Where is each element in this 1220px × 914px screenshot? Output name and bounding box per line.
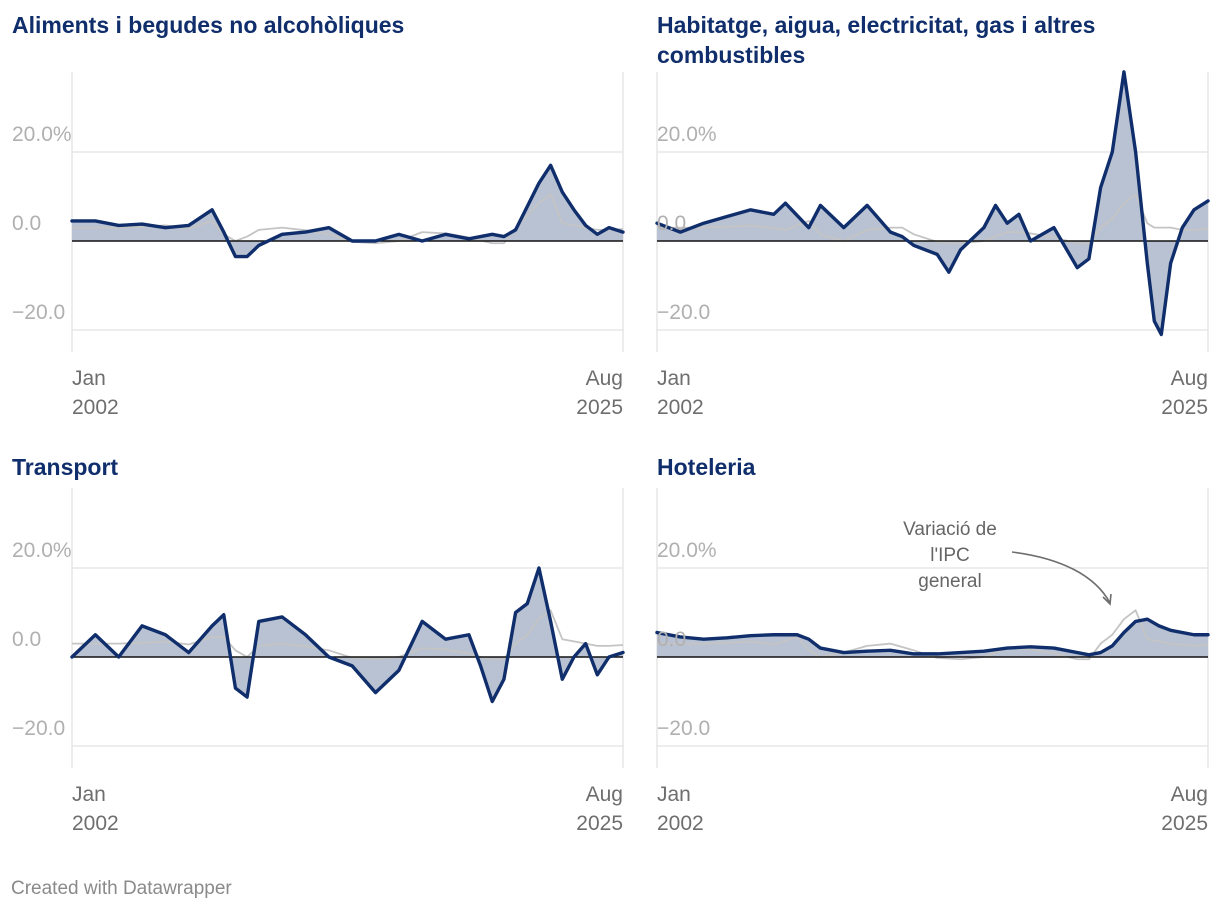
reference-series-line [657, 609, 1209, 661]
series-line [655, 617, 1210, 657]
series-area [72, 568, 623, 702]
panel-title: Transport [12, 454, 119, 480]
x-tick-label-start: Jan 2002 [657, 783, 704, 835]
y-tick-label: 0.0 [657, 628, 687, 651]
y-tick-label: 20.0% [657, 123, 717, 146]
x-tick-label-start: Jan 2002 [72, 783, 119, 835]
annotation-line: Variació de [903, 519, 997, 540]
y-tick-label: 0.0 [657, 212, 687, 235]
x-tick-label-end: Aug 2025 [576, 367, 623, 419]
series-line [70, 566, 625, 704]
x-tick-label-start: Jan 2002 [72, 367, 119, 419]
y-tick-label: 0.0 [12, 212, 42, 235]
cpi-annotation: Variació de l'IPC general [870, 517, 1030, 595]
x-tick-label-end: Aug 2025 [1161, 783, 1208, 835]
series-area [72, 165, 623, 257]
y-tick-label: −20.0 [657, 717, 711, 740]
x-tick-label-end: Aug 2025 [1161, 367, 1208, 419]
panel-title: Aliments i begudes no alcohòliques [12, 12, 405, 38]
y-tick-label: −20.0 [12, 717, 66, 740]
panel-title: Habitatge, aigua, electricitat, gas i al… [657, 12, 1096, 68]
x-tick-label-end: Aug 2025 [576, 783, 623, 835]
reference-series-line [657, 193, 1209, 245]
annotation-line: l'IPC [930, 545, 970, 566]
footer-credit: Created with Datawrapper [11, 878, 232, 899]
reference-series-line [72, 193, 624, 245]
series-line [70, 163, 625, 259]
y-tick-label: −20.0 [12, 301, 66, 324]
y-tick-label: 20.0% [12, 539, 72, 562]
panel-title: Hoteleria [657, 454, 756, 480]
series-area [657, 619, 1208, 657]
series-line [655, 70, 1210, 337]
y-tick-label: 0.0 [12, 628, 42, 651]
y-tick-label: 20.0% [657, 539, 717, 562]
y-tick-label: 20.0% [12, 123, 72, 146]
y-tick-label: −20.0 [657, 301, 711, 324]
x-tick-label-start: Jan 2002 [657, 367, 704, 419]
annotation-line: general [918, 571, 982, 592]
